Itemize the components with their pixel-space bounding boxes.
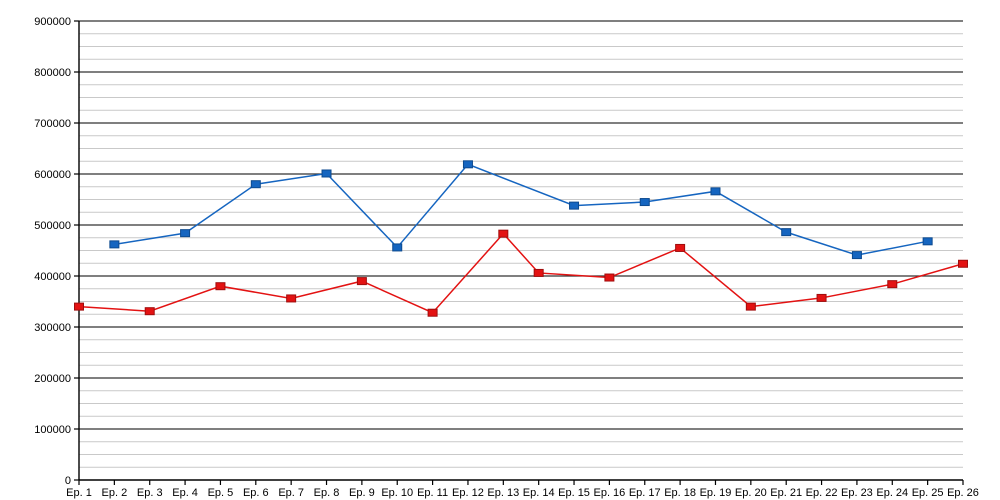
y-tick-label: 800000: [34, 67, 71, 79]
blue-series-data-point-marker: [710, 187, 721, 196]
blue-series-line: [114, 163, 928, 256]
blue-series-data-point-marker: [462, 160, 473, 169]
red-series-data-point-marker: [675, 243, 686, 252]
y-tick-label: 200000: [34, 373, 71, 385]
red-series-data-point-marker: [356, 277, 367, 286]
red-series-data-point-marker: [745, 302, 756, 311]
y-tick-label: 300000: [34, 322, 71, 334]
blue-series-data-point-marker: [569, 201, 580, 210]
red-series-line: [78, 232, 964, 314]
red-series-data-point-marker: [215, 282, 226, 291]
x-tick-label: Ep. 21: [770, 487, 802, 499]
x-tick-label: Ep. 14: [523, 487, 555, 499]
red-series-data-point-marker: [427, 308, 438, 317]
red-series-data-point-marker: [887, 280, 898, 289]
x-tick-label: Ep. 2: [102, 487, 128, 499]
x-tick-label: Ep. 17: [629, 487, 661, 499]
x-tick-label: Ep. 5: [208, 487, 234, 499]
x-tick-label: Ep. 16: [593, 487, 625, 499]
blue-series-data-point-marker: [781, 228, 792, 237]
x-tick-label: Ep. 20: [735, 487, 767, 499]
x-tick-label: Ep. 1: [66, 487, 92, 499]
x-tick-label: Ep. 13: [487, 487, 519, 499]
x-tick-label: Ep. 7: [278, 487, 304, 499]
y-tick-label: 600000: [34, 169, 71, 181]
blue-series-data-point-marker: [639, 198, 650, 207]
blue-series-data-point-marker: [109, 240, 120, 249]
red-series-data-point-marker: [74, 302, 84, 311]
red-series-data-point-marker: [816, 293, 827, 302]
y-tick-label: 100000: [34, 424, 71, 436]
red-series-data-point-marker: [498, 229, 509, 238]
blue-series-data-point-marker: [851, 251, 862, 260]
red-series-data-point-marker: [604, 273, 615, 282]
blue-series-data-point-marker: [180, 229, 191, 238]
x-tick-label: Ep. 9: [349, 487, 375, 499]
x-tick-label: Ep. 23: [841, 487, 873, 499]
x-tick-label: Ep. 4: [172, 487, 198, 499]
blue-series-data-point-marker: [922, 237, 933, 246]
x-tick-label: Ep. 19: [700, 487, 732, 499]
red-series-data-point-marker: [533, 268, 544, 277]
y-tick-label: 0: [65, 475, 71, 487]
blue-series-data-point-marker: [250, 180, 261, 189]
x-tick-label: Ep. 24: [876, 487, 908, 499]
x-tick-label: Ep. 10: [381, 487, 413, 499]
x-tick-label: Ep. 6: [243, 487, 269, 499]
blue-series-data-point-marker: [392, 243, 403, 252]
x-tick-label: Ep. 11: [417, 487, 448, 499]
x-tick-label: Ep. 8: [314, 487, 340, 499]
y-tick-label: 900000: [34, 16, 71, 28]
red-series-data-point-marker: [144, 307, 155, 316]
x-tick-label: Ep. 18: [664, 487, 696, 499]
red-series-data-point-marker: [286, 294, 297, 303]
x-tick-label: Ep. 25: [912, 487, 944, 499]
x-tick-label: Ep. 3: [137, 487, 163, 499]
y-tick-label: 400000: [34, 271, 71, 283]
x-tick-label: Ep. 12: [452, 487, 484, 499]
x-tick-label: Ep. 15: [558, 487, 590, 499]
red-series-data-point-marker: [958, 259, 968, 268]
blue-series-data-point-marker: [321, 169, 332, 178]
x-tick-label: Ep. 26: [947, 487, 979, 499]
x-tick-label: Ep. 22: [806, 487, 838, 499]
y-tick-label: 700000: [34, 118, 71, 130]
y-tick-label: 500000: [34, 220, 71, 232]
